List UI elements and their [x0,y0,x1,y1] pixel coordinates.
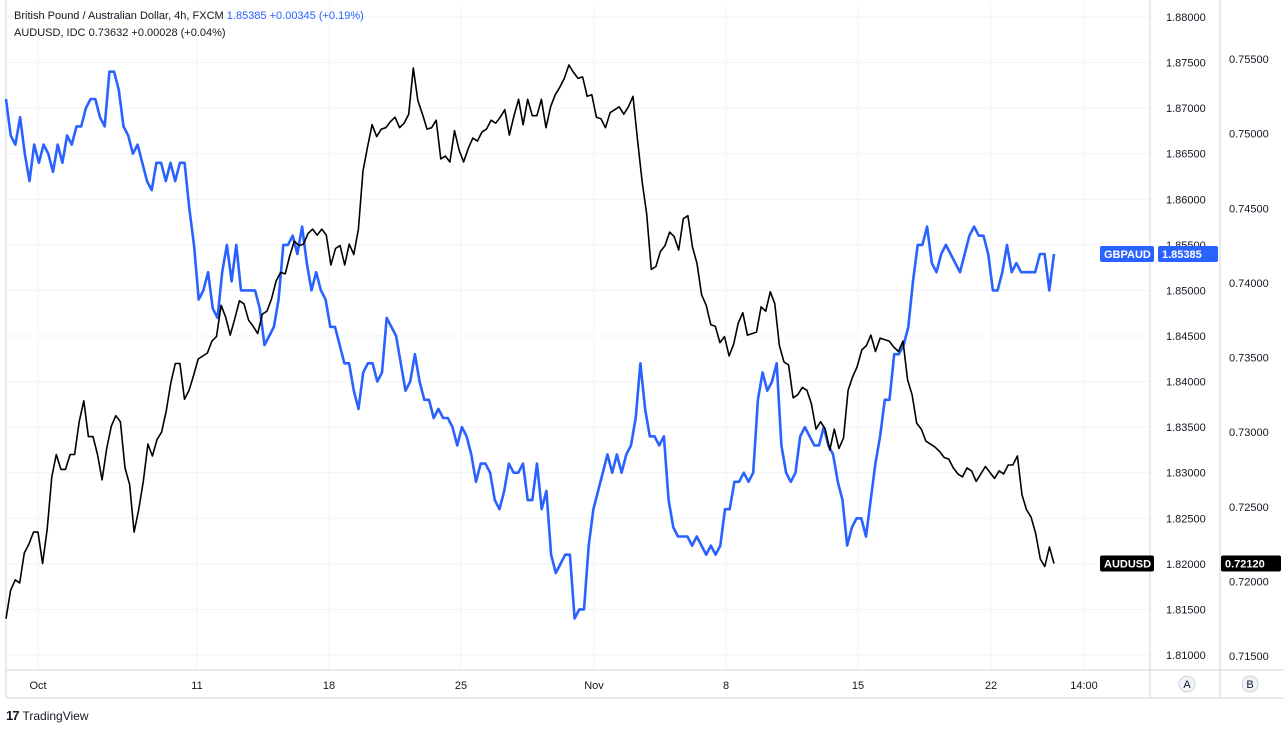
x-tick-label: 25 [455,680,467,692]
series-name-tag: GBPAUD [1104,249,1151,261]
y-left-tick-label: 1.81500 [1166,604,1206,616]
x-tick-label: Oct [29,680,46,692]
series-layer [4,64,1056,620]
legend-gbpaud-value: 1.85385 +0.00345 (+0.19%) [226,10,364,22]
legend-audusd-name: AUDUSD, IDC [14,27,86,39]
y-right-tick-label: 0.74500 [1229,203,1269,215]
y-right-tick-label: 0.72000 [1229,576,1269,588]
scale-button-a[interactable]: A [1178,675,1196,693]
scale-button-a-label: A [1183,679,1191,691]
y-left-tick-label: 1.86000 [1166,194,1206,206]
y-left-tick-label: 1.87000 [1166,103,1206,115]
series-name-tag-bg [1100,555,1154,572]
y-left-tick-label: 1.87500 [1166,58,1206,70]
series-name-tag: AUDUSD [1104,558,1151,570]
price-label-value: 0.72120 [1225,558,1265,570]
footer-brand[interactable]: 17 TradingView [6,708,89,723]
x-tick-label: 18 [323,680,335,692]
legend-gbpaud-name: British Pound / Australian Dollar, 4h, F… [14,10,224,22]
x-tick-label: Nov [584,680,604,692]
x-tick-label: 14:00 [1070,680,1098,692]
y-left-tick-label: 1.82000 [1166,559,1206,571]
y-right-tick-label: 0.74000 [1229,278,1269,290]
y-left-tick-label: 1.85000 [1166,285,1206,297]
x-tick-label: 22 [985,680,997,692]
y-left-tick-label: 1.82500 [1166,513,1206,525]
y-right-tick-label: 0.73500 [1229,353,1269,365]
y-right-tick-label: 0.72500 [1229,502,1269,514]
price-labels: 1.85385 GBPAUD 0.72120 AUDUSD [1100,245,1281,572]
price-label-bg [1158,245,1218,262]
price-label-audusd: 0.72120 AUDUSD [1100,555,1281,572]
y-right-tick-label: 0.75000 [1229,129,1269,141]
axes: 1.880001.875001.870001.865001.860001.855… [5,0,1284,699]
price-label-gbpaud: 1.85385 GBPAUD [1100,245,1218,262]
brand-name: TradingView [22,708,89,723]
series-line-audusd[interactable] [5,64,1055,619]
y-right-tick-label: 0.73000 [1229,427,1269,439]
y-left-tick-label: 1.84500 [1166,331,1206,343]
price-label-bg [1221,555,1281,572]
scale-button-b-label: B [1246,679,1253,691]
grid [6,4,1150,670]
y-left-tick-label: 1.84000 [1166,377,1206,389]
scale-button-b[interactable]: B [1241,675,1259,693]
y-left-tick-label: 1.83500 [1166,422,1206,434]
x-tick-label: 15 [852,680,864,692]
legend-gbpaud[interactable]: British Pound / Australian Dollar, 4h, F… [14,8,364,24]
x-tick-label: 11 [191,680,202,692]
scale-button-b-bg [1241,675,1259,693]
x-tick-label: 8 [723,680,729,692]
legend-audusd-value: 0.73632 +0.00028 (+0.04%) [88,27,226,39]
legend-audusd[interactable]: AUDUSD, IDC 0.73632 +0.00028 (+0.04%) [14,25,226,41]
y-left-tick-label: 1.86500 [1166,149,1206,161]
series-line-gbpaud[interactable] [4,70,1056,620]
y-right-tick-label: 0.71500 [1229,651,1269,663]
y-left-tick-label: 1.81000 [1166,650,1206,662]
y-left-tick-label: 1.88000 [1166,12,1206,24]
y-right-tick-label: 0.75500 [1229,54,1269,66]
price-label-value: 1.85385 [1162,249,1202,261]
series-name-tag-bg [1100,245,1154,262]
scale-button-a-bg [1178,675,1196,693]
y-left-tick-label: 1.83000 [1166,468,1206,480]
tradingview-logo-icon: 17 [6,708,20,723]
